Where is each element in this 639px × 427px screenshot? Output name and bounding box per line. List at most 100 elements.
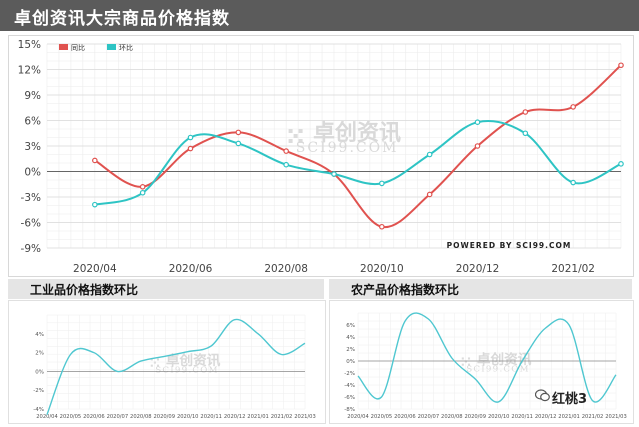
- watermark-logo-block: [467, 363, 471, 366]
- data-point: [379, 180, 385, 187]
- y-tick-label: 4%: [346, 335, 355, 341]
- x-tick-label: 2020/05: [371, 414, 393, 420]
- watermark-logo-block: [156, 358, 160, 361]
- watermark-logo-block: [288, 129, 293, 133]
- watermark-logo-block: [156, 364, 160, 367]
- data-point: [139, 189, 146, 196]
- y-tick-label: 2%: [35, 351, 44, 357]
- x-tick-label: 2020/10: [488, 414, 510, 420]
- legend-label: 同比: [71, 43, 85, 52]
- composite-chart-panel: 卓创资讯 SCI99.COM -9% -6% -3% 0% 3% 6% 9% 12% 15% 2020…: [8, 35, 634, 277]
- x-tick-label: 2021/03: [605, 414, 627, 420]
- data-point: [331, 171, 337, 177]
- watermark-logo-block: [153, 361, 156, 364]
- watermark-text: 卓创资讯: [166, 352, 221, 369]
- x-tick-label: 2020/04: [73, 263, 117, 275]
- x-tick-label: 2020/07: [418, 414, 440, 420]
- watermark-logo-block: [298, 139, 303, 143]
- x-tick-label: 2021/02: [271, 414, 293, 420]
- y-tick-label: -3%: [21, 192, 41, 204]
- x-tick-label: 2020/08: [264, 263, 308, 275]
- x-tick-label: 2020/08: [130, 414, 152, 420]
- x-tick-label: 2021/02: [582, 414, 604, 420]
- watermark-logo-block: [464, 360, 467, 363]
- x-tick-label: 2020/11: [200, 414, 222, 420]
- industrial-title: 工业品价格指数环比: [30, 283, 139, 297]
- x-tick-label: 2020/09: [153, 414, 175, 420]
- watermark-logo-block: [288, 139, 293, 143]
- x-tick-label: 2020/04: [347, 414, 369, 420]
- x-tick-label: 2020/11: [511, 414, 533, 420]
- x-tick-label: 2020/10: [360, 263, 404, 275]
- agricultural-chart-panel: 卓创资讯 SCI99.COM -8% -6% -4% -2% 0% 2% 4% 6% 2020/04…: [329, 300, 634, 424]
- x-tick-label: 2020/09: [464, 414, 486, 420]
- y-tick-label: 3%: [24, 141, 41, 153]
- watermark-logo-block: [293, 134, 298, 138]
- x-tick-label: 2020/12: [535, 414, 557, 420]
- x-tick-label: 2020/06: [169, 263, 213, 275]
- watermark-subtext: SCI99.COM: [466, 365, 530, 375]
- y-tick-label: 4%: [35, 332, 44, 338]
- data-point: [570, 104, 576, 110]
- y-tick-label: 6%: [346, 323, 355, 329]
- data-point: [618, 161, 624, 167]
- x-tick-label: 2020/06: [83, 414, 105, 420]
- title-bar: 卓创资讯大宗商品价格指数: [0, 0, 639, 31]
- x-tick-label: 2020/04: [36, 414, 58, 420]
- data-point: [426, 151, 433, 158]
- legend-label: 环比: [119, 43, 133, 52]
- data-point: [139, 184, 146, 190]
- y-tick-label: -2%: [344, 371, 355, 377]
- data-point: [283, 161, 289, 168]
- watermark-logo-block: [150, 364, 153, 367]
- data-point: [187, 134, 194, 141]
- industrial-header: 工业品价格指数环比: [8, 279, 324, 299]
- y-tick-label: 12%: [18, 65, 41, 77]
- data-point: [92, 201, 98, 208]
- wechat-icon: [535, 389, 550, 402]
- watermark-logo-block: [467, 357, 471, 360]
- data-point: [187, 145, 194, 152]
- watermark-text: 卓创资讯: [477, 351, 532, 368]
- data-point: [235, 129, 242, 136]
- watermark-logo-block: [298, 129, 303, 133]
- watermark-subtext: SCI99.COM: [155, 366, 219, 376]
- y-tick-label: 0%: [346, 359, 355, 365]
- footer-mark: 红桃3: [552, 392, 588, 407]
- data-point: [522, 109, 529, 115]
- data-point: [474, 119, 481, 126]
- legend-swatch: [107, 44, 116, 50]
- legend-swatch: [59, 44, 68, 50]
- y-tick-label: -2%: [33, 388, 44, 394]
- series-line: [357, 312, 617, 403]
- watermark-subtext: SCI99.COM: [296, 140, 399, 156]
- x-tick-label: 2020/12: [224, 414, 246, 420]
- y-tick-label: 6%: [24, 116, 41, 128]
- watermark-text: 卓创资讯: [313, 121, 401, 146]
- data-point: [283, 148, 289, 154]
- x-tick-label: 2021/03: [294, 414, 316, 420]
- powered-by-label: POWERED BY SCI99.COM: [447, 241, 572, 250]
- data-point: [570, 179, 576, 186]
- x-tick-label: 2020/10: [177, 414, 199, 420]
- data-point: [235, 140, 242, 147]
- y-tick-label: -4%: [33, 407, 44, 413]
- x-tick-label: 2020/05: [60, 414, 82, 420]
- watermark-logo-block: [461, 357, 464, 360]
- watermark-logo-block: [461, 363, 464, 366]
- industrial-chart-panel: 卓创资讯 SCI99.COM -4% -2% 0% 2% 4% 2020/04 2020/05 2…: [8, 300, 326, 424]
- x-tick-label: 2020/08: [441, 414, 463, 420]
- y-tick-label: 15%: [18, 39, 41, 51]
- data-point: [522, 130, 529, 137]
- y-tick-label: -6%: [21, 218, 41, 230]
- x-tick-label: 2020/12: [456, 263, 500, 275]
- y-tick-label: -8%: [344, 407, 355, 413]
- data-point: [618, 62, 624, 69]
- y-tick-label: -4%: [344, 383, 355, 389]
- series-line: [46, 318, 306, 415]
- y-tick-label: 0%: [35, 369, 44, 375]
